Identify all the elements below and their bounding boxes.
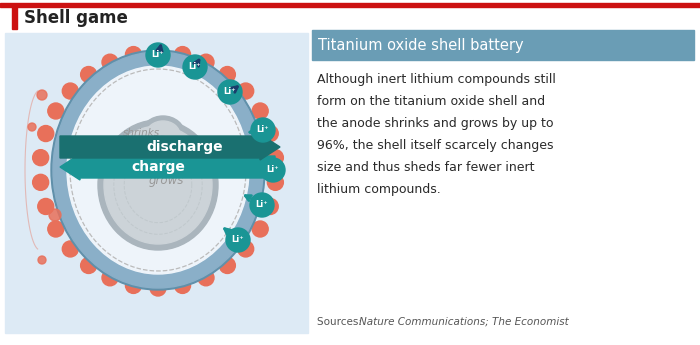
Text: Sources:: Sources: [317, 317, 365, 327]
Text: Titanium oxide shell battery: Titanium oxide shell battery [318, 38, 524, 52]
Circle shape [38, 126, 54, 141]
Text: Shell game: Shell game [24, 9, 128, 27]
Text: Li⁺: Li⁺ [189, 61, 202, 70]
Bar [12, 7, 17, 29]
Text: 96%, the shell itself scarcely changes: 96%, the shell itself scarcely changes [317, 139, 554, 152]
Text: grows: grows [148, 174, 183, 187]
Circle shape [150, 280, 166, 296]
Circle shape [218, 80, 242, 104]
Circle shape [28, 123, 36, 131]
Circle shape [62, 241, 78, 257]
Circle shape [49, 209, 61, 221]
Circle shape [238, 241, 253, 257]
Circle shape [125, 47, 141, 62]
Circle shape [80, 257, 97, 274]
Circle shape [226, 228, 250, 252]
Text: Li⁺: Li⁺ [224, 87, 237, 96]
Text: Nature Communications; The Economist: Nature Communications; The Economist [359, 317, 568, 327]
Circle shape [146, 43, 170, 67]
FancyArrow shape [60, 154, 275, 180]
Circle shape [48, 221, 64, 237]
Circle shape [267, 150, 284, 166]
Ellipse shape [104, 126, 212, 244]
Text: discharge: discharge [147, 140, 223, 154]
Circle shape [262, 198, 278, 215]
Circle shape [250, 193, 274, 217]
Circle shape [125, 277, 141, 293]
Text: size and thus sheds far fewer inert: size and thus sheds far fewer inert [317, 161, 535, 174]
Circle shape [33, 150, 48, 166]
Circle shape [102, 54, 118, 70]
Circle shape [62, 83, 78, 99]
Circle shape [183, 55, 207, 79]
Text: Li⁺: Li⁺ [256, 199, 268, 208]
Ellipse shape [53, 52, 263, 288]
Circle shape [102, 270, 118, 286]
Circle shape [38, 256, 46, 264]
Circle shape [150, 44, 166, 60]
Circle shape [252, 221, 268, 237]
Text: charge: charge [131, 160, 185, 174]
Text: Li⁺: Li⁺ [267, 165, 279, 174]
Circle shape [219, 67, 235, 82]
Circle shape [238, 83, 253, 99]
Text: the anode shrinks and grows by up to: the anode shrinks and grows by up to [317, 117, 554, 130]
Ellipse shape [98, 120, 218, 250]
Circle shape [219, 257, 235, 274]
Circle shape [198, 54, 214, 70]
Text: Li⁺: Li⁺ [232, 235, 244, 244]
Circle shape [251, 118, 275, 142]
Ellipse shape [141, 116, 185, 154]
Bar [312, 30, 694, 60]
Circle shape [37, 90, 47, 100]
Text: form on the titanium oxide shell and: form on the titanium oxide shell and [317, 95, 545, 108]
Circle shape [174, 47, 190, 62]
Ellipse shape [51, 50, 265, 290]
Circle shape [198, 270, 214, 286]
Circle shape [174, 277, 190, 293]
Circle shape [33, 174, 48, 190]
Bar [0, 3, 700, 7]
Ellipse shape [146, 121, 180, 149]
FancyArrow shape [60, 134, 280, 160]
Circle shape [48, 103, 64, 119]
Text: lithium compounds.: lithium compounds. [317, 183, 441, 196]
Circle shape [38, 198, 54, 215]
Circle shape [80, 67, 97, 82]
Circle shape [261, 158, 285, 182]
Circle shape [252, 103, 268, 119]
Circle shape [267, 174, 284, 190]
Circle shape [262, 126, 278, 141]
Text: Li⁺: Li⁺ [152, 49, 164, 59]
Text: Li⁺: Li⁺ [257, 125, 270, 134]
Ellipse shape [67, 66, 249, 274]
Bar [5, 33, 308, 333]
Text: shrinks: shrinks [122, 128, 160, 138]
Text: Although inert lithium compounds still: Although inert lithium compounds still [317, 73, 556, 86]
